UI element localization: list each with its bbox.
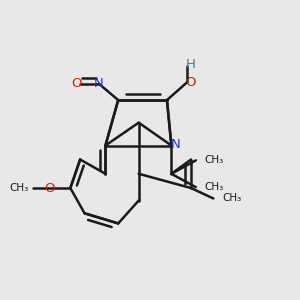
Text: N: N bbox=[94, 77, 104, 90]
Text: O: O bbox=[185, 76, 196, 89]
Text: N: N bbox=[171, 138, 181, 151]
Text: O: O bbox=[71, 77, 82, 90]
Text: H: H bbox=[186, 58, 196, 71]
Text: CH₃: CH₃ bbox=[222, 194, 242, 203]
Text: CH₃: CH₃ bbox=[10, 183, 29, 193]
Text: O: O bbox=[44, 182, 55, 194]
Text: CH₃: CH₃ bbox=[205, 155, 224, 165]
Text: CH₃: CH₃ bbox=[205, 182, 224, 192]
